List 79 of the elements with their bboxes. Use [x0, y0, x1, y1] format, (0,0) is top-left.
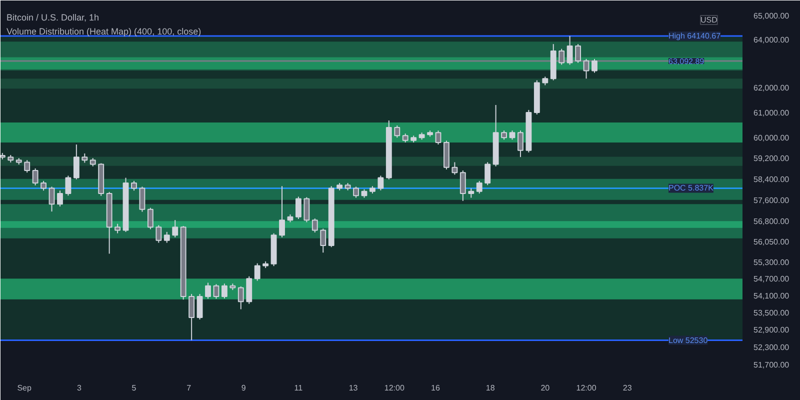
candlestick	[295, 196, 302, 220]
candlestick	[592, 58, 598, 74]
y-tick-label: 56,800.00	[754, 217, 790, 226]
candlestick	[57, 190, 63, 207]
candlestick	[172, 220, 178, 238]
ref-line-label: Low 52530	[668, 336, 708, 345]
y-tick-label: 59,200.00	[754, 154, 790, 164]
y-tick-label: 54,700.00	[754, 274, 790, 284]
y-tick-label: 52,300.00	[754, 342, 790, 352]
x-tick-label: 3	[76, 384, 82, 392]
candlestick	[114, 223, 121, 234]
candlestick	[246, 276, 252, 304]
text: Volume Distribution (Heat Map) (400, 100, close)	[6, 26, 202, 36]
x-tick-label: 20	[540, 384, 550, 392]
candlestick	[279, 186, 285, 238]
candlestick	[156, 224, 162, 244]
x-tick-label: 13	[348, 384, 358, 392]
candlestick	[40, 180, 47, 192]
candlestick	[131, 180, 137, 192]
candlestick	[147, 207, 154, 230]
text: Bitcoin / U.S. Dollar, 1h	[6, 12, 100, 22]
candlestick	[32, 168, 38, 186]
candlestick	[221, 283, 228, 299]
candlestick	[312, 218, 318, 233]
candlestick	[394, 124, 400, 138]
candlestick	[484, 162, 491, 186]
candlestick	[353, 186, 359, 198]
candlestick	[238, 286, 244, 310]
x-tick-label: 11	[294, 384, 304, 392]
ref-line-label: POC 5.837K	[668, 184, 714, 193]
candlestick	[196, 293, 203, 320]
candlestick	[435, 130, 442, 146]
candlestick	[73, 144, 80, 180]
y-tick-label: 53,500.00	[754, 308, 790, 318]
candlestick	[48, 186, 55, 212]
x-tick-label: 23	[622, 384, 632, 392]
y-tick-label: 54,100.00	[754, 291, 790, 300]
candlestick	[213, 284, 220, 300]
candlestick	[320, 228, 326, 254]
candlestick	[304, 196, 310, 223]
candlestick	[468, 188, 474, 198]
candlestick	[254, 262, 260, 282]
candlestick	[566, 35, 573, 66]
y-tick-label: 65,000.00	[754, 12, 790, 21]
candlestick	[452, 162, 458, 176]
x-tick-label: 18	[486, 384, 496, 392]
y-tick-label: 62,000.00	[754, 84, 790, 93]
y-tick-label: 61,000.00	[754, 108, 790, 118]
x-tick-label: 7	[186, 384, 192, 392]
x-tick-label: 5	[132, 384, 137, 392]
candlestick	[164, 231, 170, 244]
y-tick-label: 64,000.00	[754, 35, 790, 44]
candlestick	[139, 186, 146, 212]
y-tick-label: 57,600.00	[754, 196, 790, 205]
x-tick-label: 12:00	[576, 384, 597, 392]
candlestick	[501, 130, 507, 140]
y-tick-label: 55,300.00	[754, 258, 790, 267]
candlestick	[205, 282, 211, 300]
x-tick-label: 16	[431, 384, 441, 392]
candlestick	[476, 180, 482, 194]
candlestick	[24, 160, 30, 174]
y-tick-label: 51,700.00	[754, 360, 790, 370]
y-tick-label: 56,050.00	[754, 237, 790, 246]
x-tick-label: Sep	[17, 384, 32, 392]
candlestick	[188, 293, 195, 341]
annotation: USD	[700, 16, 718, 24]
y-tick-label: 52,900.00	[754, 326, 790, 335]
candlestick	[518, 130, 524, 158]
candlestick	[65, 175, 72, 196]
y-tick-label: 60,000.00	[754, 134, 790, 143]
candlestick	[460, 170, 466, 202]
candlestick	[82, 152, 88, 164]
x-tick-label: 9	[241, 384, 246, 392]
ref-line-label: 63,092.89	[668, 57, 705, 66]
x-tick-label: 12:00	[384, 384, 405, 392]
ref-line-label: High 64140.67	[668, 31, 722, 40]
candlestick	[378, 175, 384, 191]
candlestick	[509, 130, 516, 140]
y-tick-label: 58,400.00	[754, 174, 790, 184]
